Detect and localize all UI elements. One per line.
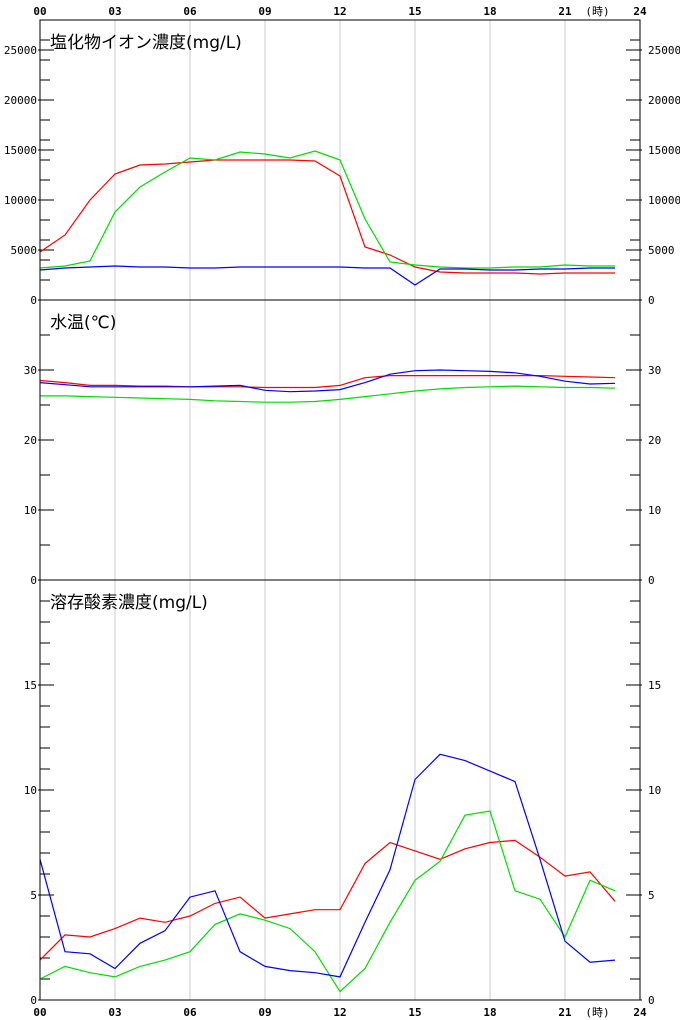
panel-title: 塩化物イオン濃度(mg/L) [50,33,242,53]
x-tick-label-bottom: 21 [558,1006,572,1019]
series-line-2 [39,810,616,993]
y-tick-label-left: 20 [24,434,37,447]
series-line-1 [39,839,616,961]
x-tick-label-bottom: 24 [633,1006,647,1019]
y-tick-label-left: 10 [24,784,37,797]
series-line-1 [39,159,615,275]
x-tick-label-bottom: 15 [408,1006,421,1019]
panel-1: 0 0 5000 5000 10000 10000 15000 15000 20000 20000… [4,19,680,307]
x-tick-label-bottom: 00 [33,1006,46,1019]
y-tick-label-right: 20 [648,434,661,447]
x-tick-label-top: 24 [633,5,647,18]
y-tick-label-right: 10 [648,504,661,517]
y-tick-label-right: 10 [648,784,661,797]
y-tick-label-left: 15000 [4,144,37,157]
y-tick-label-right: 0 [648,994,655,1007]
panel-title: 水温(℃) [50,313,116,333]
y-tick-label-right: 0 [648,294,655,307]
x-tick-label-top: 18 [483,5,496,18]
x-tick-label-top: 00 [33,5,46,18]
y-tick-label-left: 0 [30,294,37,307]
series-line-3 [39,753,616,978]
y-tick-label-right: 25000 [648,44,680,57]
x-tick-label-bottom: 03 [108,1006,121,1019]
panel-3: 0 0 5 5 10 10 15 15 溶存酸素濃度(mg/L) [24,579,661,1007]
y-tick-label-right: 15000 [648,144,680,157]
y-tick-label-left: 5000 [11,244,38,257]
y-tick-label-right: 10000 [648,194,680,207]
y-tick-label-left: 30 [24,364,37,377]
series-line-1 [39,375,616,389]
y-tick-label-right: 30 [648,364,661,377]
y-tick-label-left: 25000 [4,44,37,57]
y-tick-label-left: 10 [24,504,37,517]
x-tick-label-top: 06 [183,5,197,18]
x-unit-label-bottom: (時) [585,1006,609,1019]
x-tick-label-top: 03 [108,5,121,18]
x-tick-label-bottom: 09 [258,1006,271,1019]
y-tick-label-right: 20000 [648,94,680,107]
y-tick-label-right: 5000 [648,244,675,257]
x-tick-label-bottom: 12 [333,1006,346,1019]
series-line-2 [40,385,616,403]
series-line-3 [39,265,615,286]
y-tick-label-right: 15 [648,679,661,692]
y-tick-label-right: 5 [648,889,655,902]
series-line-3 [39,369,616,393]
panel-frame [39,579,641,1001]
y-tick-label-left: 5 [30,889,37,902]
y-tick-label-left: 10000 [4,194,37,207]
y-tick-label-left: 0 [30,574,37,587]
panel-title: 溶存酸素濃度(mg/L) [50,593,208,613]
y-tick-label-left: 20000 [4,94,37,107]
series-line-2 [39,150,615,269]
x-unit-label-top: (時) [585,5,609,18]
x-tick-label-bottom: 18 [483,1006,496,1019]
x-tick-label-bottom: 06 [183,1006,197,1019]
x-tick-label-top: 15 [408,5,421,18]
y-tick-label-left: 15 [24,679,37,692]
y-tick-label-left: 0 [30,994,37,1007]
x-tick-label-top: 21 [558,5,572,18]
y-tick-label-right: 0 [648,574,655,587]
x-tick-label-top: 12 [333,5,346,18]
x-tick-label-top: 09 [258,5,271,18]
